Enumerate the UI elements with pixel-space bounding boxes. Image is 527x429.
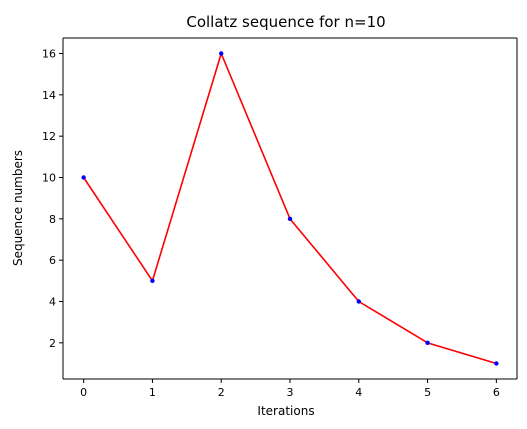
data-point — [219, 51, 224, 56]
data-point — [81, 175, 86, 180]
x-tick-label: 2 — [218, 386, 225, 399]
y-axis-ticks: 2 4 6 8 10 12 14 16 — [42, 48, 63, 350]
series-layer — [81, 51, 499, 366]
y-tick-label: 16 — [42, 48, 56, 61]
y-tick-label: 14 — [42, 89, 56, 102]
x-tick-label: 5 — [424, 386, 431, 399]
y-tick-label: 4 — [49, 296, 56, 309]
data-point — [150, 278, 155, 284]
x-tick-label: 4 — [355, 386, 362, 399]
y-axis-label: Sequence numbers — [11, 150, 25, 266]
data-point — [287, 216, 293, 222]
data-point — [425, 340, 430, 346]
data-point — [356, 299, 361, 304]
data-point — [494, 361, 499, 366]
series-line — [82, 52, 497, 365]
x-axis-ticks: 0 1 2 3 4 5 6 — [80, 379, 500, 399]
y-tick-label: 12 — [42, 130, 56, 143]
y-tick-label: 8 — [49, 213, 56, 226]
y-tick-label: 10 — [42, 172, 56, 185]
plot-frame — [62, 37, 518, 380]
x-tick-label: 3 — [287, 386, 294, 399]
x-tick-label: 1 — [149, 386, 156, 399]
x-axis-label: Iterations — [257, 404, 314, 418]
x-tick-label: 6 — [493, 386, 500, 399]
x-tick-label: 0 — [80, 386, 87, 399]
y-tick-label: 6 — [49, 254, 56, 267]
chart-title: Collatz sequence for n=10 — [186, 13, 385, 31]
y-tick-label: 2 — [49, 337, 56, 350]
